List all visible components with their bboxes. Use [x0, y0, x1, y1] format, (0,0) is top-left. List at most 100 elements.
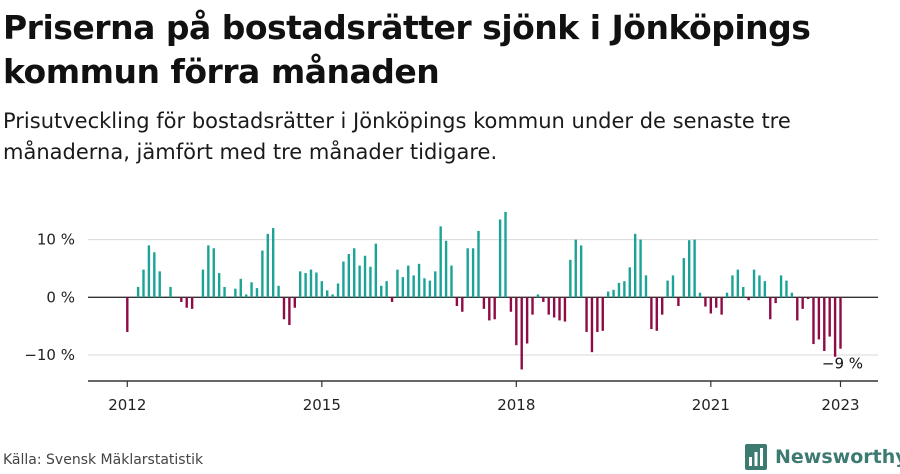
bar-positive [688, 240, 691, 298]
bar-positive [444, 240, 448, 298]
bar-positive [347, 254, 351, 298]
brand-name: Newsworthy [775, 446, 900, 468]
bar-negative [461, 297, 464, 312]
bar-positive [385, 281, 388, 298]
bar-positive [644, 275, 648, 298]
bar-negative [126, 297, 129, 332]
bar-positive [779, 275, 783, 298]
bar-negative [185, 297, 188, 308]
bar-negative [482, 297, 486, 309]
bar-positive [417, 263, 421, 298]
bar-positive [331, 294, 334, 298]
bar-negative [590, 297, 594, 353]
bar-positive [736, 269, 740, 298]
bar-positive [504, 211, 507, 298]
bar-positive [466, 248, 469, 298]
bar-positive [234, 288, 237, 298]
bar-negative [520, 297, 523, 370]
bar-positive [758, 275, 761, 298]
bar-positive [315, 272, 318, 298]
bar-negative [796, 297, 799, 321]
bar-positive [666, 280, 669, 298]
x-tick-label: 2015 [303, 396, 341, 414]
bar-negative [190, 297, 194, 309]
bar-positive [623, 281, 626, 298]
bar-negative [823, 297, 826, 351]
bar-negative [493, 297, 496, 320]
bar-negative [747, 297, 750, 301]
bar-positive [731, 275, 734, 298]
bar-positive [439, 226, 442, 298]
x-tick-label: 2021 [692, 396, 730, 414]
bar-negative [488, 297, 491, 321]
bar-positive [693, 239, 696, 298]
bar-negative [806, 297, 810, 300]
bar-negative [552, 297, 556, 318]
bar-positive [396, 269, 399, 298]
bar-positive [763, 281, 767, 298]
bar-positive [336, 283, 340, 298]
bar-positive [358, 265, 361, 298]
bar-positive [271, 228, 275, 298]
bar-positive [304, 273, 307, 298]
bar-positive [574, 239, 577, 298]
chart-title: Priserna på bostadsrätter sjönk i Jönköp… [3, 8, 811, 91]
bar-positive [682, 258, 686, 298]
newsworthy-logo-icon [745, 444, 767, 470]
bar-negative [677, 297, 680, 306]
bar-positive [250, 282, 253, 298]
bar-positive [207, 245, 210, 298]
bar-positive [136, 286, 140, 298]
bar-positive [158, 271, 161, 298]
bar-negative [180, 297, 183, 302]
bar-positive [633, 233, 637, 298]
y-tick-label: −10 % [24, 346, 75, 364]
bar-positive [369, 266, 372, 298]
bar-positive [569, 259, 572, 298]
bar-positive [612, 289, 615, 298]
bar-negative [720, 297, 723, 315]
bar-positive [606, 291, 610, 298]
bar-positive [498, 219, 502, 298]
bar-negative [833, 297, 837, 357]
bar-negative [601, 297, 604, 331]
bar-positive [217, 273, 221, 298]
bar-negative [801, 297, 804, 309]
bar-negative [828, 297, 831, 337]
bar-positive [142, 269, 145, 298]
brand-logo: Newsworthy [745, 441, 900, 473]
bar-negative [661, 297, 664, 315]
bar-positive [617, 282, 621, 298]
bar-negative [525, 297, 529, 344]
bar-negative [515, 297, 518, 346]
bar-negative [650, 297, 653, 330]
bar-positive [790, 292, 794, 298]
bar-negative [839, 297, 842, 349]
bar-negative [293, 297, 296, 308]
bar-positive [477, 230, 480, 298]
last-value-annotation: −9 % [822, 355, 863, 373]
bar-positive [147, 245, 151, 298]
bar-negative [547, 297, 550, 315]
bar-positive [212, 248, 215, 298]
x-tick-label: 2012 [108, 396, 146, 414]
bar-positive [277, 285, 280, 298]
bar-positive [579, 245, 583, 298]
bar-negative [563, 297, 567, 322]
bar-positive [785, 280, 788, 298]
bar-negative [774, 297, 777, 304]
bar-positive [380, 285, 383, 298]
bar-negative [704, 297, 707, 307]
bar-positive [169, 286, 172, 298]
y-tick-label: 10 % [37, 231, 75, 249]
bar-negative [455, 297, 459, 306]
bar-negative [709, 297, 713, 314]
bar-negative [715, 297, 718, 308]
bar-negative [288, 297, 291, 326]
bar-negative [812, 297, 815, 345]
bar-positive [434, 271, 437, 298]
bar-positive [752, 269, 756, 298]
bar-positive [471, 248, 475, 298]
bar-negative [390, 297, 394, 302]
bar-negative [531, 297, 534, 315]
